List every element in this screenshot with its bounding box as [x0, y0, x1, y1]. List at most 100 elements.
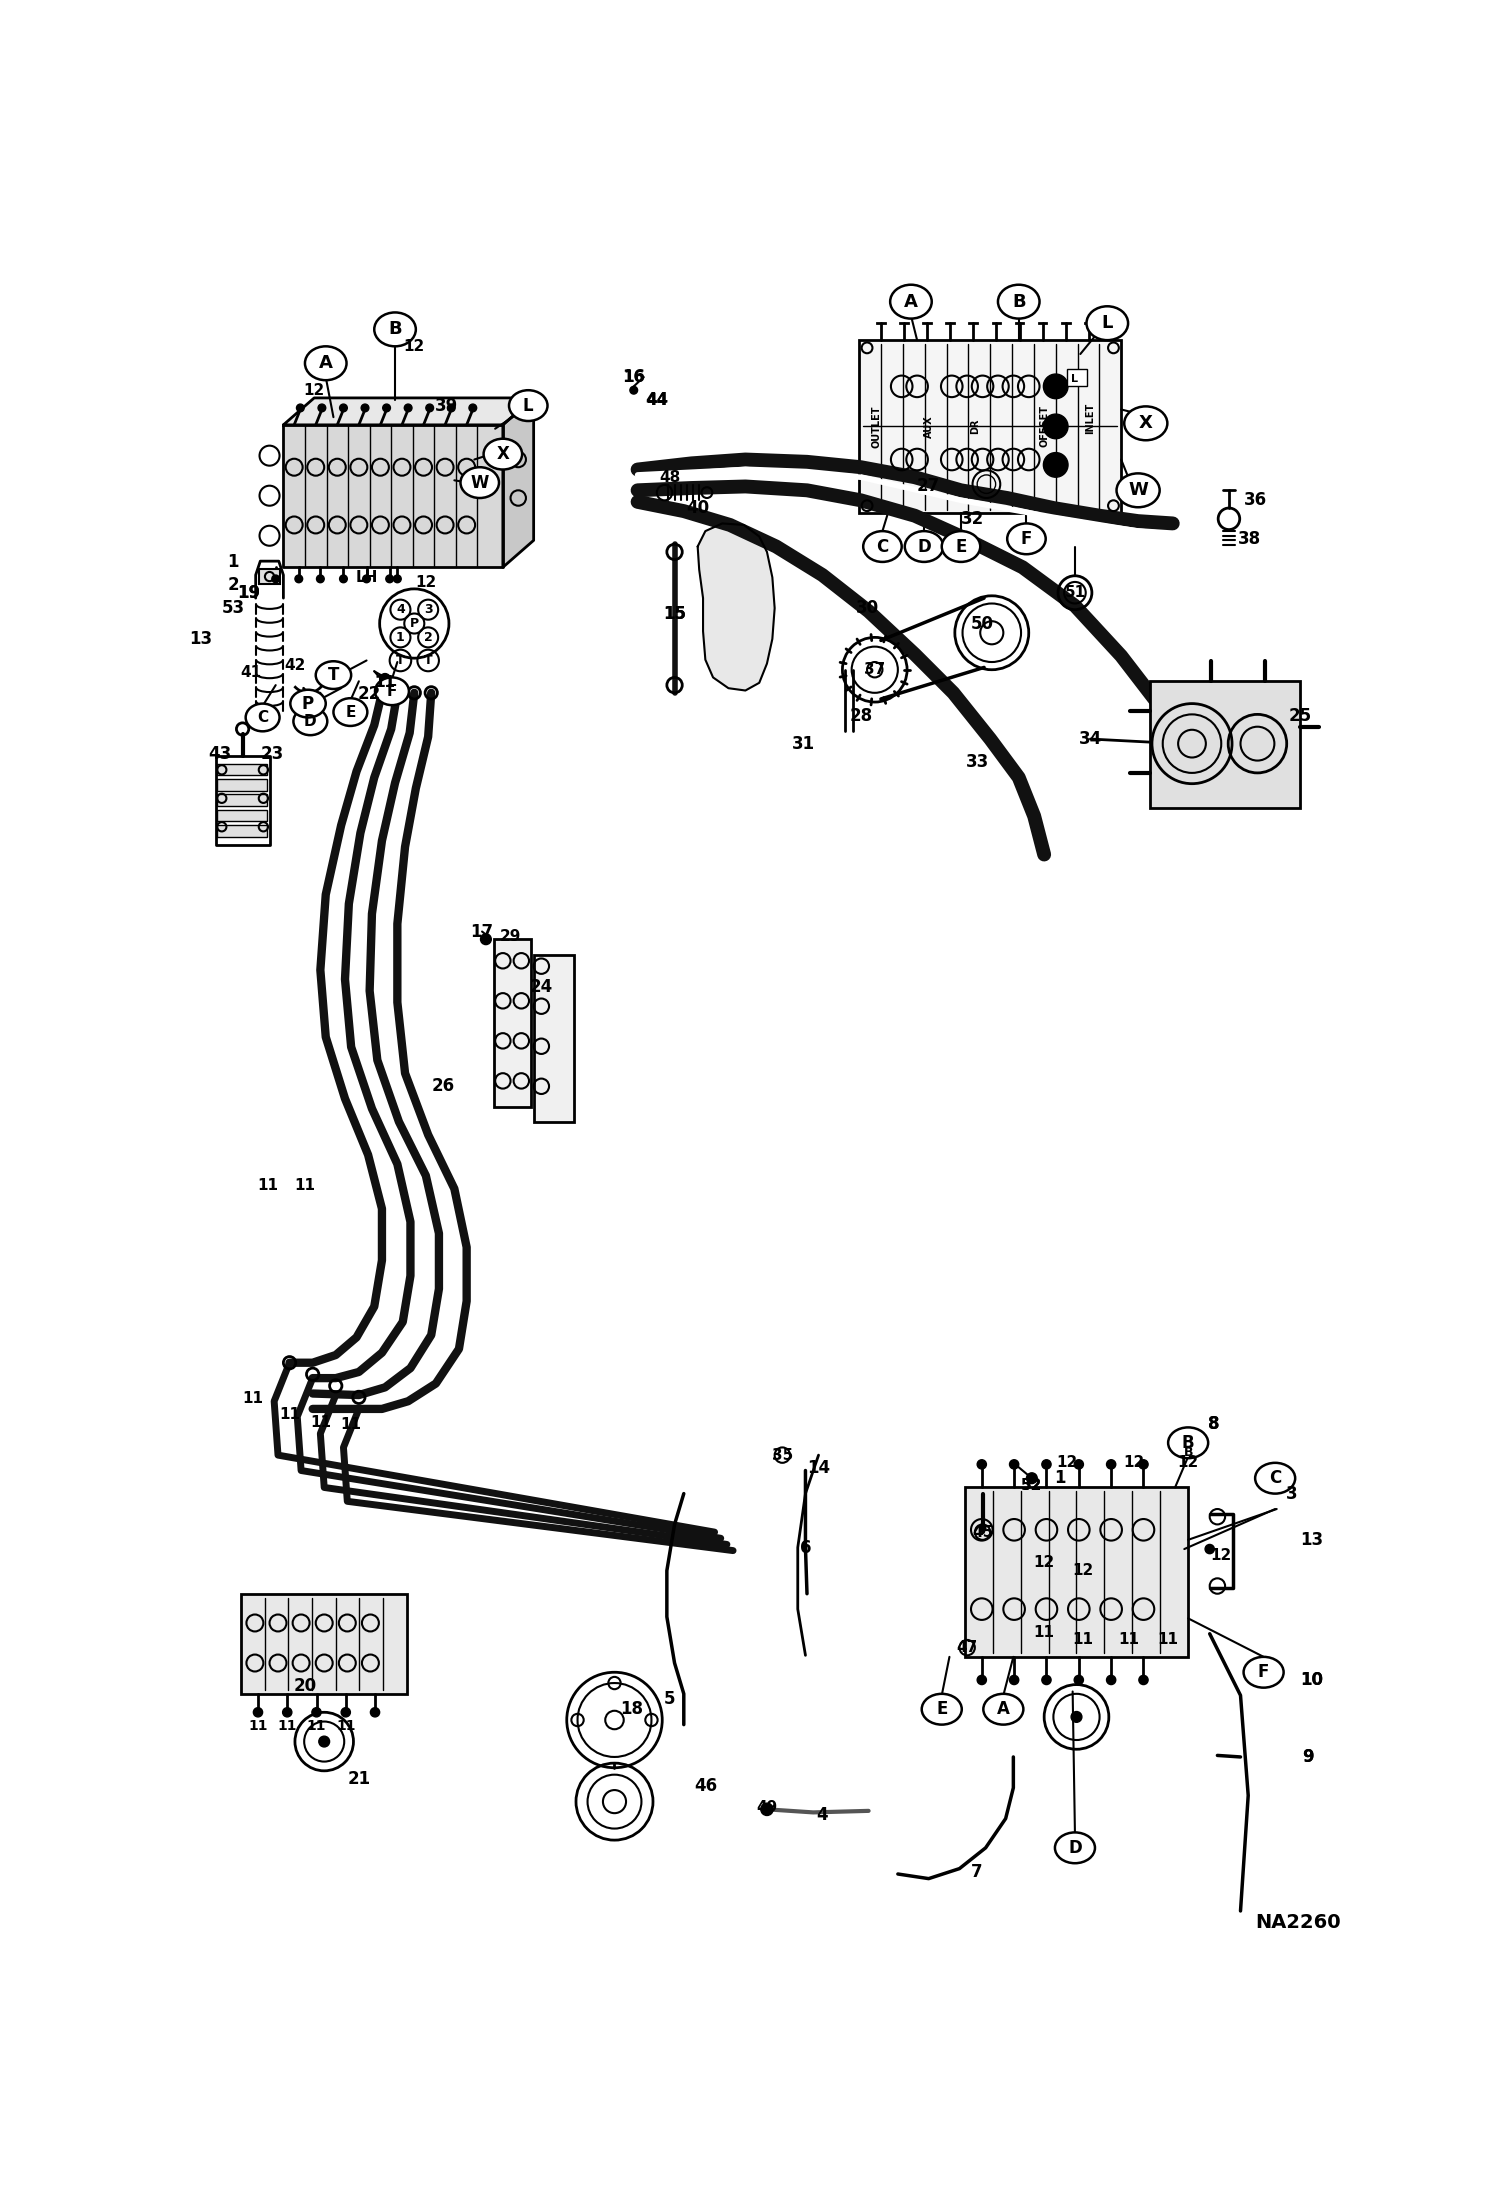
Circle shape	[295, 575, 303, 583]
Text: D: D	[917, 537, 930, 555]
Text: 49: 49	[756, 1800, 777, 1814]
Text: 19: 19	[237, 583, 261, 601]
Circle shape	[342, 1708, 351, 1717]
Ellipse shape	[294, 708, 327, 735]
Circle shape	[977, 1675, 986, 1684]
Text: OFFSET: OFFSET	[1040, 406, 1049, 447]
Ellipse shape	[921, 1693, 962, 1724]
Circle shape	[382, 404, 391, 412]
Circle shape	[318, 404, 325, 412]
Text: 7: 7	[971, 1864, 983, 1882]
Text: W: W	[1128, 480, 1147, 500]
Text: AUX: AUX	[924, 414, 933, 439]
Text: 20: 20	[294, 1678, 316, 1695]
Circle shape	[312, 1708, 321, 1717]
Text: 2: 2	[228, 577, 240, 594]
Circle shape	[283, 1708, 292, 1717]
Text: D: D	[304, 713, 316, 728]
Text: 47: 47	[957, 1640, 978, 1656]
Text: 15: 15	[664, 605, 686, 623]
Text: E: E	[956, 537, 966, 555]
Text: 31: 31	[791, 735, 815, 754]
Ellipse shape	[1116, 474, 1159, 507]
Text: 12: 12	[1056, 1456, 1079, 1469]
Circle shape	[363, 575, 370, 583]
Text: W: W	[470, 474, 488, 491]
Text: 45: 45	[972, 1524, 993, 1539]
Text: 52: 52	[1022, 1478, 1043, 1493]
Text: 22: 22	[358, 686, 382, 704]
Text: C: C	[876, 537, 888, 555]
Text: LH: LH	[355, 570, 377, 586]
Polygon shape	[503, 397, 533, 568]
Circle shape	[1010, 1461, 1019, 1469]
Text: 8: 8	[1207, 1414, 1219, 1434]
Text: 12: 12	[415, 575, 436, 590]
Text: 12: 12	[304, 384, 325, 397]
Ellipse shape	[509, 390, 547, 421]
Text: 24: 24	[530, 978, 553, 996]
Circle shape	[380, 673, 389, 684]
Text: L: L	[1101, 314, 1113, 331]
Bar	[533, 954, 574, 1123]
Ellipse shape	[334, 697, 367, 726]
Ellipse shape	[905, 531, 944, 561]
Ellipse shape	[942, 531, 980, 561]
Bar	[217, 779, 267, 792]
Circle shape	[977, 1461, 986, 1469]
Text: OUTLET: OUTLET	[872, 406, 881, 447]
Text: 11: 11	[310, 1414, 331, 1430]
Bar	[217, 763, 267, 774]
Circle shape	[761, 1803, 773, 1816]
Circle shape	[316, 575, 324, 583]
Text: 5: 5	[664, 1691, 676, 1708]
Text: 29: 29	[500, 930, 521, 945]
Circle shape	[1044, 452, 1068, 478]
Text: 28: 28	[849, 706, 872, 726]
Text: 38: 38	[1239, 531, 1261, 548]
Text: 25: 25	[1288, 706, 1311, 726]
Circle shape	[271, 575, 280, 583]
Bar	[1149, 680, 1300, 807]
Ellipse shape	[1086, 307, 1128, 340]
Text: P: P	[410, 616, 419, 629]
Text: 1: 1	[1053, 1469, 1065, 1487]
Text: 19: 19	[237, 583, 261, 601]
Circle shape	[469, 404, 476, 412]
Text: 44: 44	[646, 393, 668, 408]
Text: L: L	[523, 397, 533, 414]
Text: 39: 39	[434, 397, 458, 414]
Ellipse shape	[1007, 524, 1046, 555]
Text: 27: 27	[917, 478, 941, 496]
Text: B: B	[1013, 292, 1026, 311]
Bar	[217, 809, 267, 822]
Text: 4: 4	[816, 1805, 828, 1825]
Text: 52: 52	[1022, 1478, 1043, 1493]
Text: X: X	[496, 445, 509, 463]
Bar	[965, 1487, 1188, 1658]
Text: 10: 10	[1300, 1671, 1323, 1689]
Text: 11: 11	[336, 1719, 355, 1732]
Text: C: C	[1269, 1469, 1281, 1487]
Text: T: T	[424, 654, 433, 667]
Circle shape	[1107, 1675, 1116, 1684]
Text: L: L	[1071, 373, 1079, 384]
Text: 11: 11	[1034, 1625, 1055, 1640]
Circle shape	[379, 673, 391, 684]
Circle shape	[394, 575, 401, 583]
Text: 13: 13	[1300, 1531, 1323, 1548]
Text: 11: 11	[295, 1178, 316, 1193]
Circle shape	[1138, 1675, 1147, 1684]
Text: T: T	[328, 667, 339, 684]
Text: 6: 6	[800, 1539, 812, 1557]
Text: 11: 11	[1119, 1632, 1140, 1647]
Circle shape	[340, 575, 348, 583]
Text: E: E	[936, 1700, 947, 1719]
Ellipse shape	[998, 285, 1040, 318]
Polygon shape	[283, 397, 533, 425]
Circle shape	[340, 404, 348, 412]
Ellipse shape	[374, 311, 416, 346]
Text: A: A	[996, 1700, 1010, 1719]
Text: 12: 12	[403, 340, 425, 353]
Text: 53: 53	[222, 599, 244, 616]
